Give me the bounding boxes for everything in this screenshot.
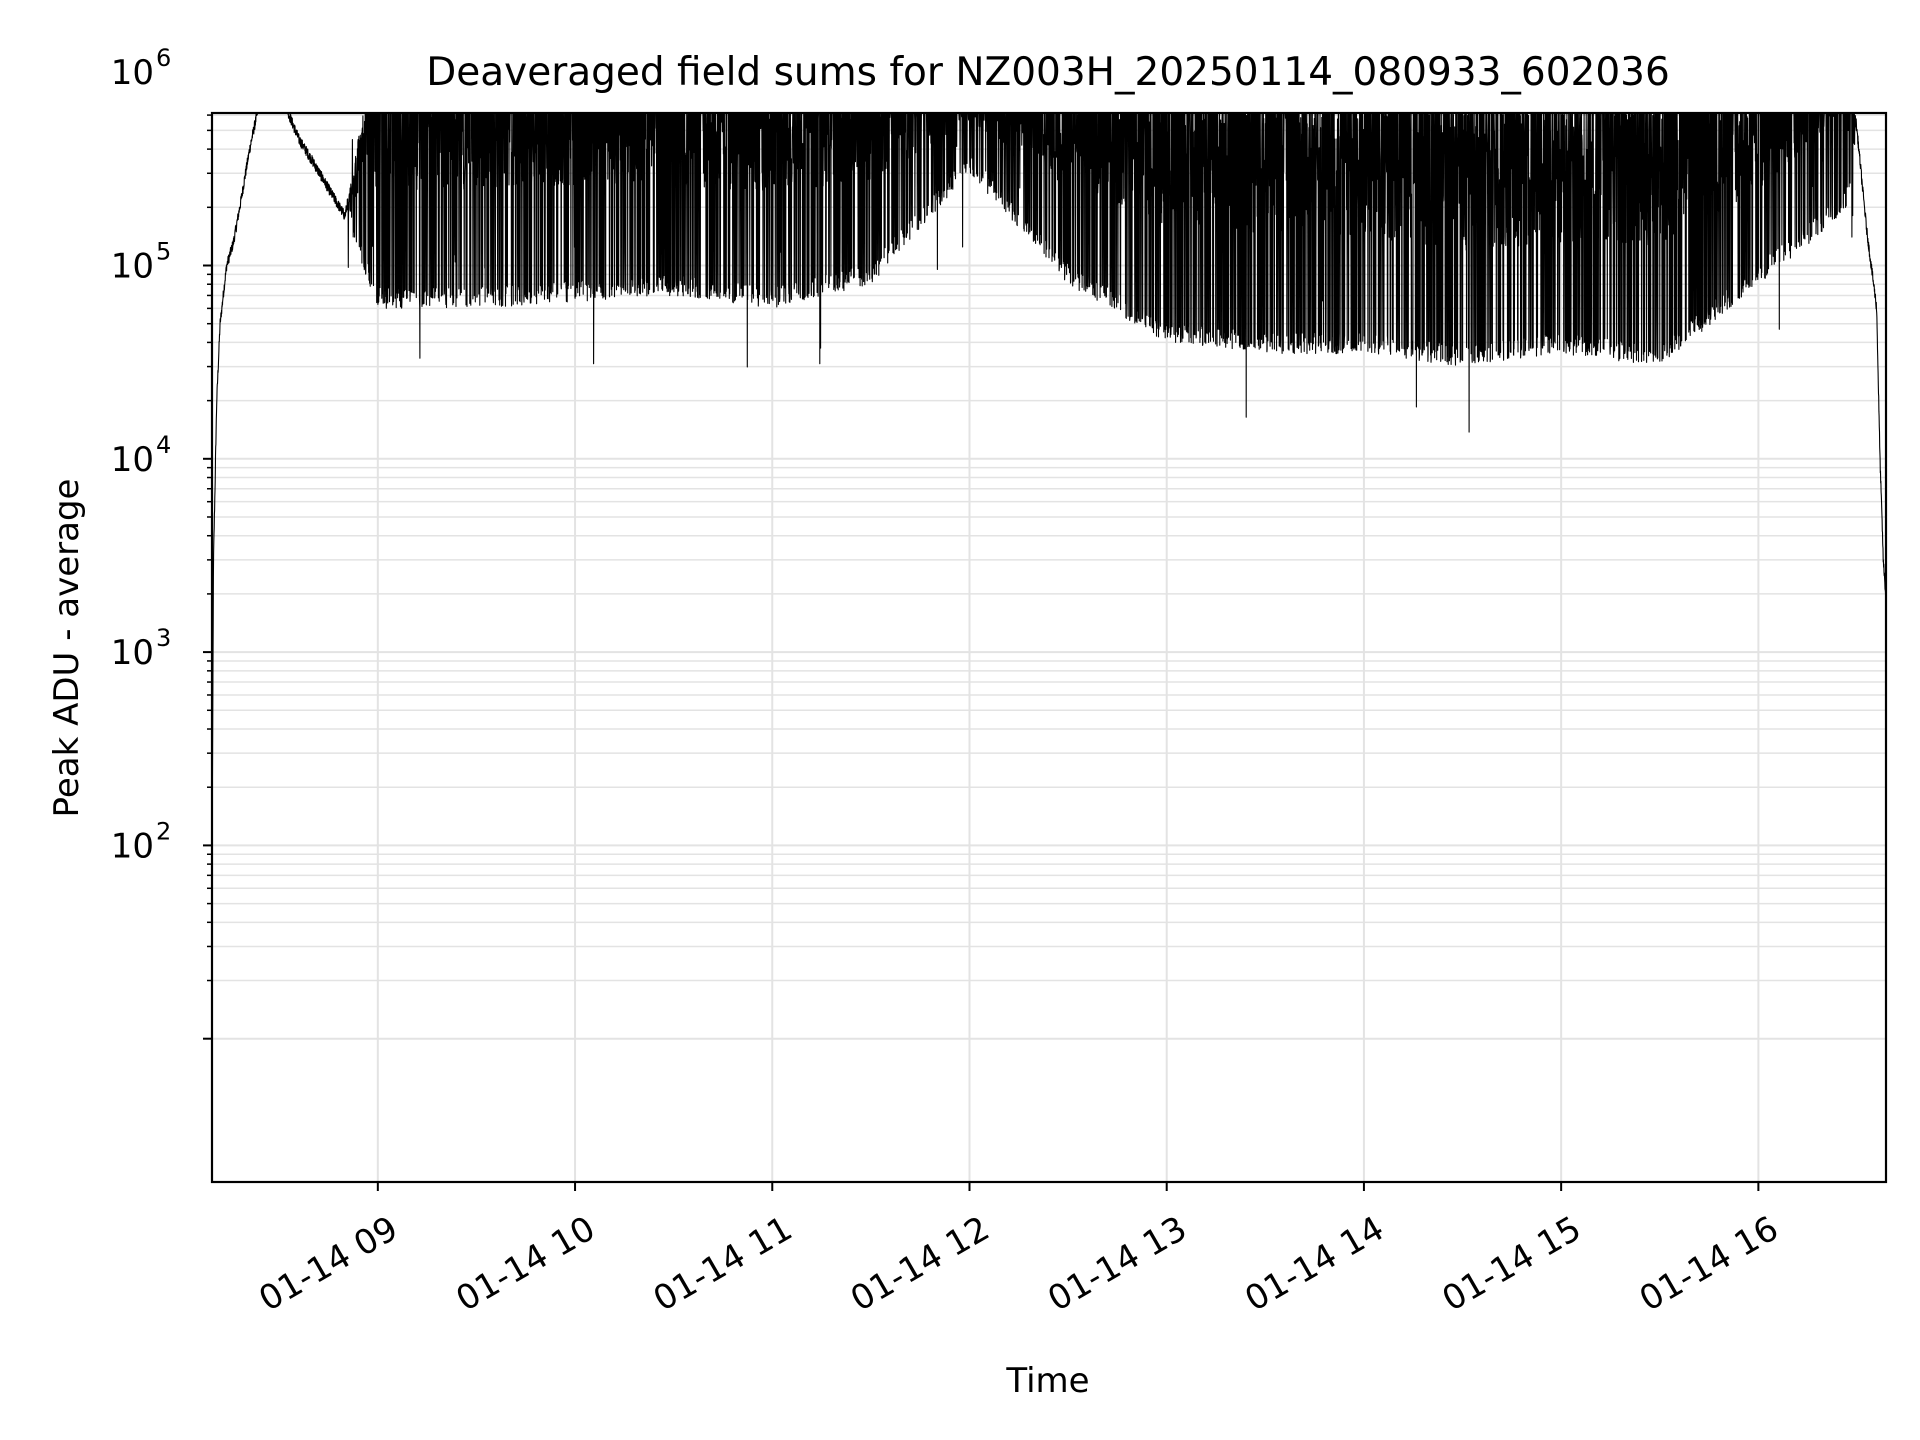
y-tick-label: 10 [111, 826, 154, 866]
y-tick-label-exponent: 4 [156, 431, 171, 459]
y-tick-label-base: 10 [111, 53, 154, 93]
y-tick-label-base: 10 [111, 633, 154, 673]
y-tick-label-base: 10 [111, 826, 154, 866]
y-tick-label-exponent: 5 [156, 238, 171, 266]
chart-title: Deaveraged field sums for NZ003H_2025011… [426, 50, 1670, 95]
y-tick-label: 10 [111, 440, 154, 480]
y-tick-label-base: 10 [111, 247, 154, 287]
x-axis-label: Time [1005, 1361, 1089, 1401]
plot-frame [210, 111, 1888, 1184]
y-tick-label-exponent: 2 [156, 817, 171, 845]
y-tick-label: 10 [111, 53, 154, 93]
y-tick-label-exponent: 3 [156, 624, 171, 652]
y-tick-label-exponent: 6 [156, 44, 171, 72]
y-axis-label: Peak ADU - average [47, 479, 87, 818]
y-tick-label-base: 10 [111, 440, 154, 480]
y-tick-label: 10 [111, 633, 154, 673]
y-tick-label: 10 [111, 247, 154, 287]
